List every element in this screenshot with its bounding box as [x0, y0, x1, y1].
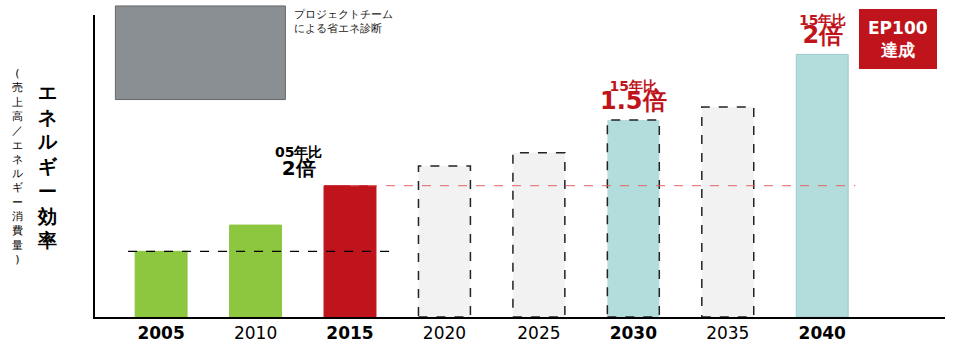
svg-text:プロジェクトチームによる省エネ診断: プロジェクトチームによる省エネ診断	[294, 8, 393, 35]
svg-text:2040: 2040	[799, 323, 846, 343]
svg-text:15年比1.5倍: 15年比1.5倍	[600, 78, 667, 115]
svg-text:2025: 2025	[517, 323, 560, 343]
svg-text:EP100達成: EP100達成	[868, 18, 928, 60]
svg-text:2010: 2010	[234, 323, 277, 343]
svg-text:2020: 2020	[423, 323, 466, 343]
svg-text:2015: 2015	[326, 323, 373, 343]
svg-text:2035: 2035	[706, 323, 749, 343]
svg-text:エネルギー効率: エネルギー効率	[37, 81, 58, 251]
svg-text:2005: 2005	[137, 323, 184, 343]
svg-text:(売上高／エネルギー消費量): (売上高／エネルギー消費量)	[12, 67, 23, 266]
svg-text:15年比2倍: 15年比2倍	[799, 12, 846, 49]
svg-text:05年比2倍: 05年比2倍	[275, 144, 322, 180]
svg-text:2030: 2030	[610, 323, 657, 343]
